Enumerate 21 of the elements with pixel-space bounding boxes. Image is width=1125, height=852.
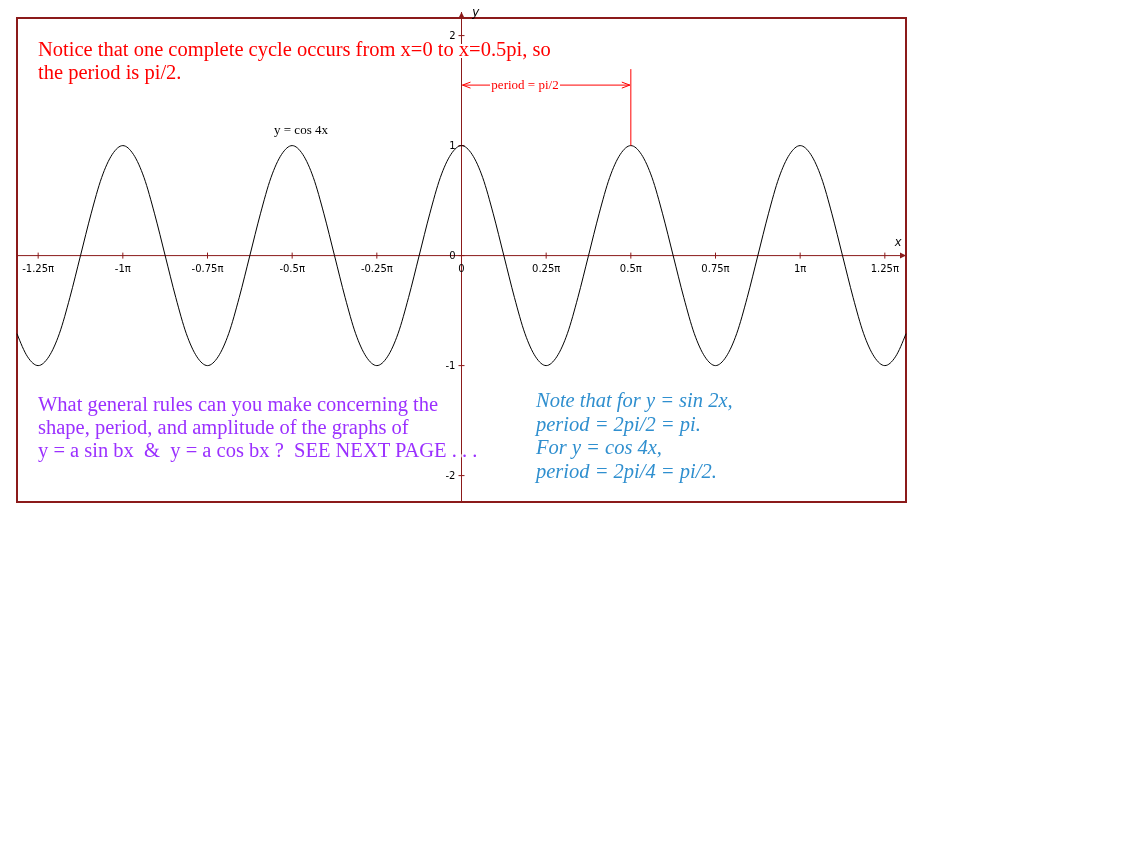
x-tick-label: -1.25π [22,262,55,274]
x-tick-label: -0.75π [191,262,224,274]
x-tick-label: 1π [793,262,807,274]
series-label: y = cos 4x [274,121,329,137]
y-axis-title: y [470,6,480,20]
x-axis-title: x [893,235,903,250]
y-tick-label: -1 [445,360,456,372]
x-tick-label: 1.25π [870,262,899,274]
x-tick-label: 0.75π [701,262,730,274]
x-tick-label: 0.5π [619,262,642,274]
x-tick-label: 0 [458,262,465,274]
annotation: Note that for y = sin 2x, period = 2pi/2 = pi. For y = cos 4x, period = 2pi/4 = pi/2. [534,389,733,483]
y-tick-label: 0 [449,250,456,262]
x-tick-label: -1π [114,262,131,274]
x-tick-label: -0.5π [279,262,305,274]
x-tick-label: -0.25π [360,262,393,274]
annotation: What general rules can you make concerning the shape, period, and amplitude of the graphs of y = a sin bx & y = a cos bx ? SEE NEXT PAGE . . . [38,393,478,462]
x-tick-label: 0.25π [532,262,561,274]
y-tick-label: 1 [449,140,456,152]
y-tick-label: 2 [449,30,456,42]
y-tick-label: -2 [445,470,456,482]
